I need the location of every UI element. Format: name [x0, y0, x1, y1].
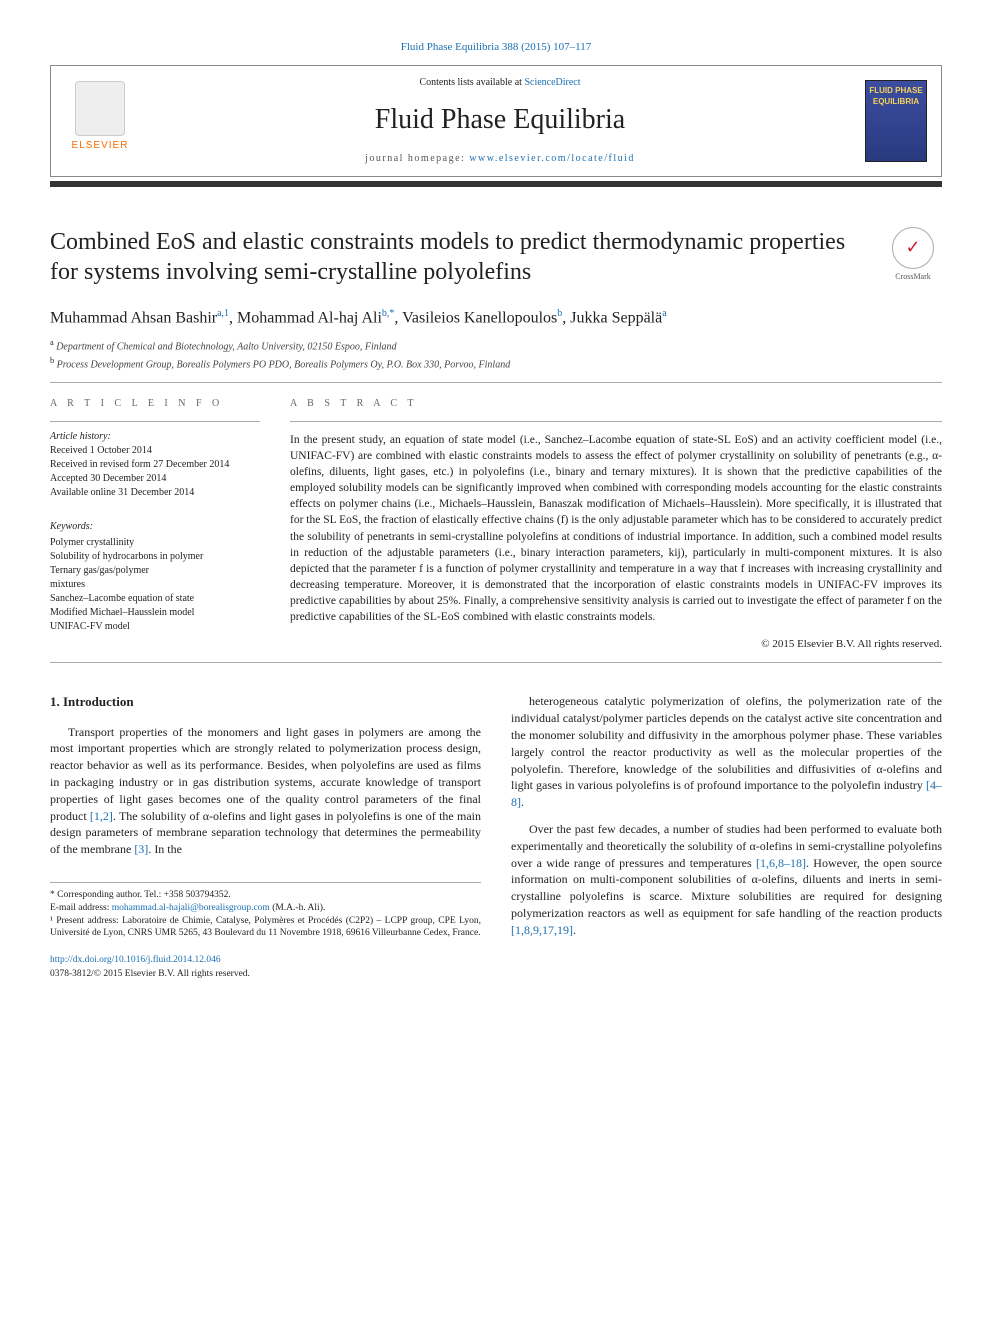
- body-columns: 1. Introduction Transport properties of …: [50, 693, 942, 980]
- cover-line2: EQUILIBRIA: [873, 96, 919, 107]
- keyword: Ternary gas/gas/polymer: [50, 564, 260, 578]
- author-3-aff: b: [557, 308, 562, 319]
- journal-citation-link[interactable]: Fluid Phase Equilibria 388 (2015) 107–11…: [401, 41, 592, 53]
- history-accepted: Accepted 30 December 2014: [50, 472, 260, 486]
- elsevier-wordmark: ELSEVIER: [72, 139, 129, 153]
- author-4: Jukka Seppälä: [570, 309, 662, 326]
- crossmark-icon: ✓: [892, 227, 934, 269]
- keyword: UNIFAC-FV model: [50, 620, 260, 634]
- present-address-note: ¹ Present address: Laboratoire de Chimie…: [50, 915, 481, 941]
- sciencedirect-link[interactable]: ScienceDirect: [524, 77, 580, 88]
- header-rule: [50, 181, 942, 187]
- elsevier-logo: ELSEVIER: [65, 81, 135, 161]
- homepage-prefix: journal homepage:: [365, 153, 469, 164]
- abstract-copyright: © 2015 Elsevier B.V. All rights reserved…: [290, 637, 942, 652]
- divider: [50, 382, 942, 383]
- crossmark-label: CrossMark: [884, 271, 942, 282]
- keywords-label: Keywords:: [50, 520, 260, 534]
- history-received: Received 1 October 2014: [50, 444, 260, 458]
- affiliation-a: Department of Chemical and Biotechnology…: [56, 342, 396, 353]
- journal-cover-thumb: FLUID PHASE EQUILIBRIA: [865, 80, 927, 162]
- intro-para-3: Over the past few decades, a number of s…: [511, 821, 942, 939]
- history-revised: Received in revised form 27 December 201…: [50, 458, 260, 472]
- doi-block: http://dx.doi.org/10.1016/j.fluid.2014.1…: [50, 954, 481, 981]
- journal-header: ELSEVIER Contents lists available at Sci…: [50, 65, 942, 176]
- column-left: 1. Introduction Transport properties of …: [50, 693, 481, 980]
- article-title: Combined EoS and elastic constraints mod…: [50, 227, 884, 287]
- history-online: Available online 31 December 2014: [50, 486, 260, 500]
- issn-copyright: 0378-3812/© 2015 Elsevier B.V. All right…: [50, 969, 250, 979]
- abstract-label: A B S T R A C T: [290, 397, 942, 411]
- elsevier-tree-icon: [75, 81, 125, 136]
- affiliation-b: Process Development Group, Borealis Poly…: [57, 359, 511, 370]
- intro-para-1: Transport properties of the monomers and…: [50, 724, 481, 858]
- footnotes: * Corresponding author. Tel.: +358 50379…: [50, 882, 481, 940]
- journal-homepage: journal homepage: www.elsevier.com/locat…: [135, 152, 865, 166]
- author-2: Mohammad Al-haj Ali: [237, 309, 382, 326]
- abstract-text: In the present study, an equation of sta…: [290, 432, 942, 625]
- keyword: Polymer crystallinity: [50, 536, 260, 550]
- corresponding-note: * Corresponding author. Tel.: +358 50379…: [50, 889, 481, 902]
- abstract: A B S T R A C T In the present study, an…: [290, 397, 942, 653]
- homepage-link[interactable]: www.elsevier.com/locate/fluid: [469, 153, 635, 164]
- keyword: Solubility of hydrocarbons in polymer: [50, 550, 260, 564]
- contents-prefix: Contents lists available at: [419, 77, 524, 88]
- email-label: E-mail address:: [50, 903, 112, 913]
- author-4-aff: a: [662, 308, 666, 319]
- column-right: heterogeneous catalytic polymerization o…: [511, 693, 942, 980]
- keyword: Modified Michael–Hausslein model: [50, 606, 260, 620]
- article-info: A R T I C L E I N F O Article history: R…: [50, 397, 260, 653]
- author-list: Muhammad Ahsan Bashira,1, Mohammad Al-ha…: [50, 307, 942, 330]
- doi-link[interactable]: http://dx.doi.org/10.1016/j.fluid.2014.1…: [50, 955, 221, 965]
- section-heading-intro: 1. Introduction: [50, 693, 481, 711]
- author-1-aff: a,1: [217, 308, 229, 319]
- intro-para-2: heterogeneous catalytic polymerization o…: [511, 693, 942, 811]
- article-info-label: A R T I C L E I N F O: [50, 397, 260, 411]
- journal-citation: Fluid Phase Equilibria 388 (2015) 107–11…: [50, 40, 942, 55]
- journal-name: Fluid Phase Equilibria: [135, 100, 865, 139]
- author-1: Muhammad Ahsan Bashir: [50, 309, 217, 326]
- contents-available: Contents lists available at ScienceDirec…: [135, 76, 865, 90]
- history-label: Article history:: [50, 430, 260, 444]
- author-2-aff: b,*: [382, 308, 395, 319]
- crossmark-badge[interactable]: ✓ CrossMark: [884, 227, 942, 282]
- author-3: Vasileios Kanellopoulos: [402, 309, 557, 326]
- corresponding-email[interactable]: mohammad.al-hajali@borealisgroup.com: [112, 903, 270, 913]
- cover-line1: FLUID PHASE: [869, 85, 922, 96]
- email-suffix: (M.A.-h. Ali).: [270, 903, 325, 913]
- keyword: Sanchez–Lacombe equation of state: [50, 592, 260, 606]
- keyword: mixtures: [50, 578, 260, 592]
- affiliations: a Department of Chemical and Biotechnolo…: [50, 337, 942, 372]
